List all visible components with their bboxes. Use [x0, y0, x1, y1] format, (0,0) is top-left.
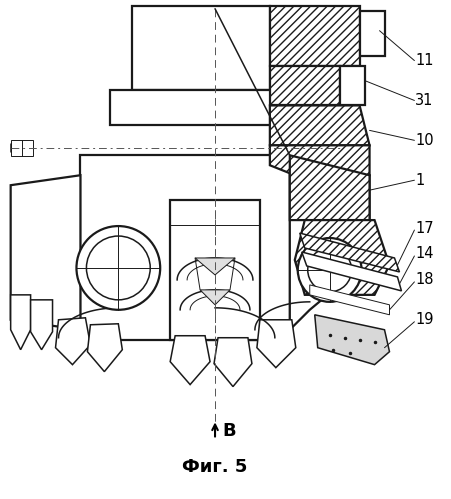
Polygon shape — [214, 338, 252, 387]
Polygon shape — [295, 220, 390, 295]
Text: B: B — [222, 423, 235, 441]
Polygon shape — [270, 65, 340, 105]
Polygon shape — [300, 233, 400, 272]
Text: 1: 1 — [415, 173, 425, 188]
Polygon shape — [132, 6, 270, 90]
Polygon shape — [87, 324, 122, 372]
Polygon shape — [290, 155, 369, 220]
Bar — [11, 140, 32, 156]
Polygon shape — [270, 145, 369, 175]
Text: 14: 14 — [415, 247, 434, 261]
Polygon shape — [290, 155, 369, 330]
Polygon shape — [340, 65, 364, 105]
Polygon shape — [31, 300, 52, 350]
Polygon shape — [315, 315, 390, 365]
Text: Фиг. 5: Фиг. 5 — [182, 458, 248, 477]
Text: 18: 18 — [415, 272, 434, 287]
Polygon shape — [11, 175, 80, 330]
Polygon shape — [55, 318, 90, 365]
Polygon shape — [195, 258, 235, 275]
Circle shape — [77, 226, 160, 310]
Text: 19: 19 — [415, 312, 434, 327]
Polygon shape — [11, 295, 31, 350]
Polygon shape — [200, 290, 230, 305]
Polygon shape — [359, 11, 385, 55]
Polygon shape — [257, 320, 296, 368]
Text: 31: 31 — [415, 93, 434, 108]
Polygon shape — [270, 105, 369, 145]
Polygon shape — [270, 6, 359, 65]
Circle shape — [87, 236, 150, 300]
Text: 17: 17 — [415, 221, 434, 236]
Polygon shape — [80, 155, 290, 340]
Polygon shape — [302, 252, 401, 291]
Circle shape — [298, 238, 362, 302]
Polygon shape — [170, 336, 210, 385]
Text: 10: 10 — [415, 133, 434, 148]
Polygon shape — [310, 285, 390, 315]
Text: 11: 11 — [415, 53, 434, 68]
Circle shape — [308, 248, 352, 292]
Polygon shape — [110, 90, 290, 125]
Bar — [170, 200, 260, 340]
